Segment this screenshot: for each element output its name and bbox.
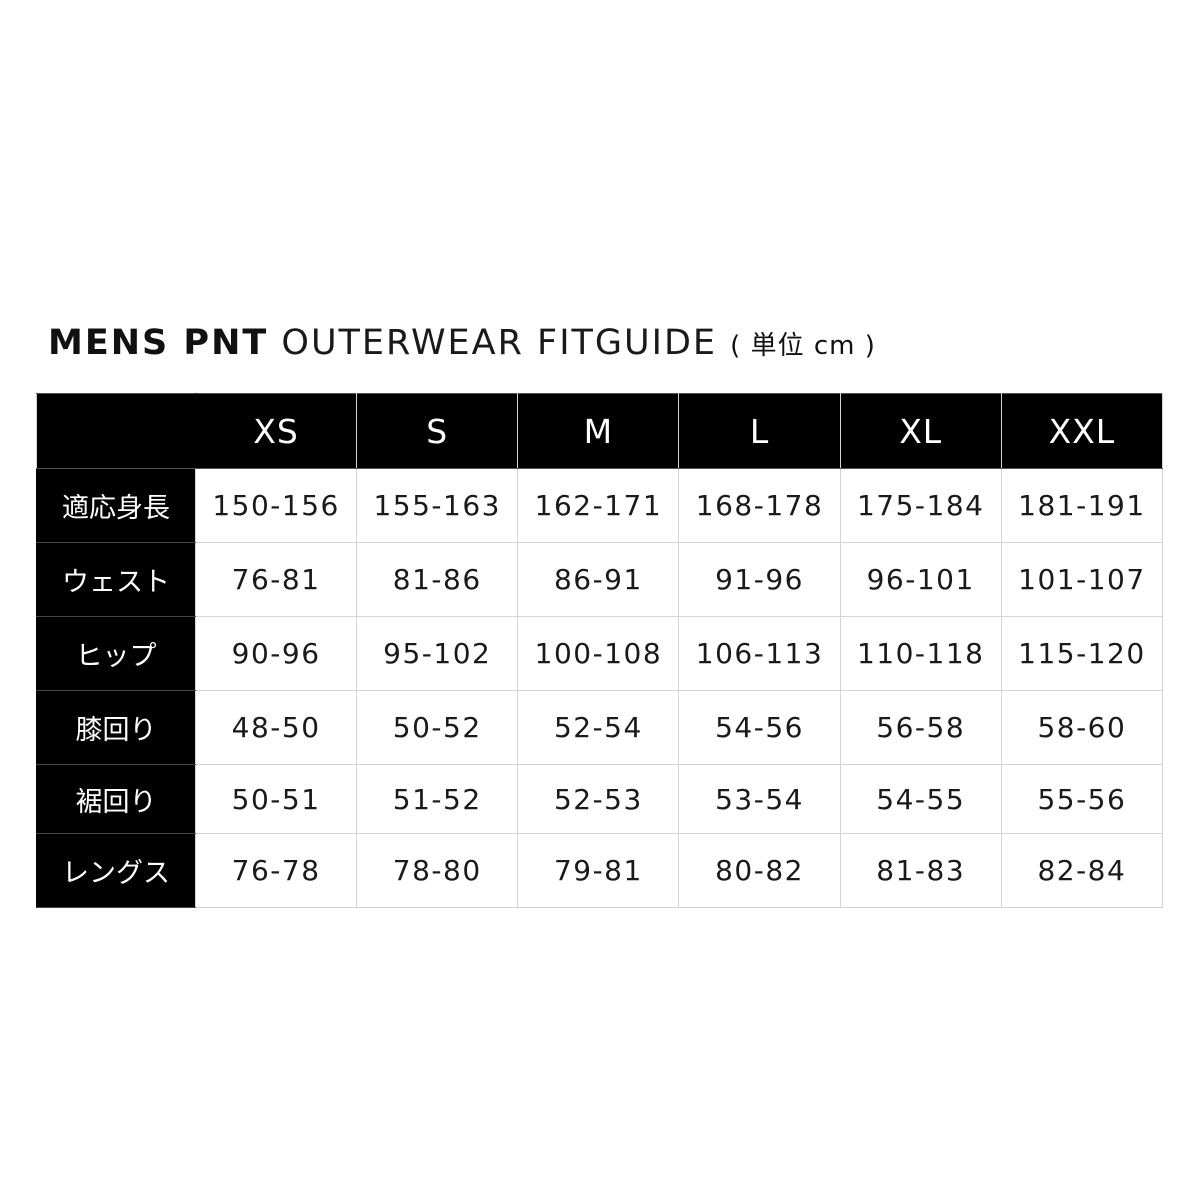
header-row: XS S M L XL XXL: [36, 393, 1164, 469]
column-header-xl: XL: [839, 393, 1002, 469]
column-header-l: L: [678, 393, 841, 469]
table-cell: 86-91: [517, 542, 680, 617]
table-cell: 56-58: [839, 690, 1002, 765]
table-cell: 150-156: [194, 468, 358, 543]
table-cell: 82-84: [1000, 833, 1164, 908]
table-cell: 110-118: [839, 616, 1002, 691]
row-label: レングス: [36, 833, 196, 908]
table-cell: 48-50: [194, 690, 358, 765]
table-cell: 181-191: [1000, 468, 1164, 543]
row-label: ウェスト: [36, 542, 196, 617]
table-cell: 58-60: [1000, 690, 1164, 765]
title-brand: MENS PNT: [48, 323, 269, 363]
table-cell: 79-81: [517, 833, 680, 908]
table-cell: 80-82: [678, 833, 841, 908]
table-row: 適応身長 150-156 155-163 162-171 168-178 175-184 1…: [36, 468, 1164, 543]
table-cell: 76-81: [194, 542, 358, 617]
row-label: ヒップ: [36, 616, 196, 691]
table-cell: 168-178: [678, 468, 841, 543]
table-row: ウェスト 76-81 81-86 86-91 91-96 96-101 101-107: [36, 542, 1164, 617]
table-cell: 55-56: [1000, 764, 1164, 834]
title-unit: ( 単位 cm ): [730, 331, 876, 361]
page-title: MENS PNT OUTERWEAR FITGUIDE ( 単位 cm ): [48, 322, 876, 367]
table-cell: 51-52: [356, 764, 519, 834]
column-header-m: M: [517, 393, 680, 469]
table-cell: 155-163: [356, 468, 519, 543]
table-cell: 76-78: [194, 833, 358, 908]
table-cell: 52-54: [517, 690, 680, 765]
table-cell: 100-108: [517, 616, 680, 691]
table-cell: 78-80: [356, 833, 519, 908]
corner-cell: [36, 393, 196, 469]
table-row: ヒップ 90-96 95-102 100-108 106-113 110-118 115-1…: [36, 616, 1164, 691]
row-label: 裾回り: [36, 764, 196, 834]
column-header-s: S: [356, 393, 519, 469]
table-cell: 54-56: [678, 690, 841, 765]
table-row: レングス 76-78 78-80 79-81 80-82 81-83 82-84: [36, 833, 1164, 908]
title-subtitle: OUTERWEAR FITGUIDE: [281, 323, 718, 363]
table-cell: 162-171: [517, 468, 680, 543]
table-cell: 115-120: [1000, 616, 1164, 691]
table-cell: 81-86: [356, 542, 519, 617]
size-chart-table: XS S M L XL XXL 適応身長 150-156 155-163 162-171 168-…: [36, 393, 1164, 908]
table-row: 裾回り 50-51 51-52 52-53 53-54 54-55 55-56: [36, 764, 1164, 834]
table-row: 膝回り 48-50 50-52 52-54 54-56 56-58 58-60: [36, 690, 1164, 765]
table-cell: 175-184: [839, 468, 1002, 543]
table-cell: 95-102: [356, 616, 519, 691]
table-cell: 54-55: [839, 764, 1002, 834]
table-cell: 91-96: [678, 542, 841, 617]
row-label: 適応身長: [36, 468, 196, 543]
table-cell: 106-113: [678, 616, 841, 691]
table-cell: 50-51: [194, 764, 358, 834]
table-cell: 96-101: [839, 542, 1002, 617]
column-header-xs: XS: [194, 393, 358, 469]
table-cell: 52-53: [517, 764, 680, 834]
column-header-xxl: XXL: [1000, 393, 1164, 469]
row-label: 膝回り: [36, 690, 196, 765]
table-cell: 81-83: [839, 833, 1002, 908]
table-cell: 50-52: [356, 690, 519, 765]
table-cell: 90-96: [194, 616, 358, 691]
table-cell: 101-107: [1000, 542, 1164, 617]
table-cell: 53-54: [678, 764, 841, 834]
